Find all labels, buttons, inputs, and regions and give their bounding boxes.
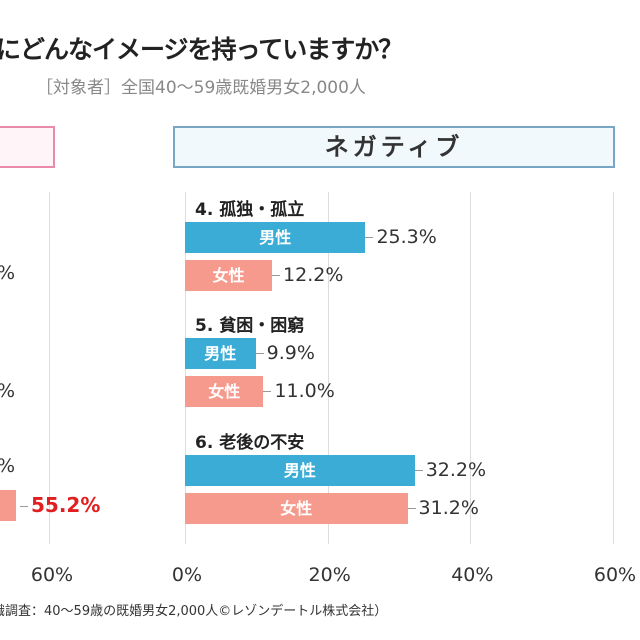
gridline xyxy=(613,192,614,544)
chart-title: にどんなイメージを持っていますか？ xyxy=(0,35,403,64)
x-tick-label: 40% xyxy=(451,564,494,586)
left-female-bar xyxy=(0,490,16,521)
female-bar: 女性 xyxy=(185,376,264,407)
left-value-fragment: % xyxy=(0,455,15,477)
female-bar: 女性 xyxy=(185,260,273,291)
x-tick-label: 20% xyxy=(308,564,351,586)
category-label: 6. 老後の不安 xyxy=(195,433,305,453)
left-value-fragment: % xyxy=(0,262,15,284)
gridline xyxy=(327,192,329,544)
data-label: 32.2% xyxy=(415,455,486,486)
male-bar: 男性 xyxy=(185,338,256,369)
data-label-text: 12.2% xyxy=(283,264,344,286)
positive-header-box xyxy=(0,126,55,168)
left-gridline-60 xyxy=(49,192,50,544)
category-label: 4. 孤独・孤立 xyxy=(195,200,305,220)
left-highlight-value: 55.2% xyxy=(20,490,100,521)
chart-subtitle: ［対象者］全国40〜59歳既婚男女2,000人 xyxy=(36,78,366,98)
male-bar: 男性 xyxy=(185,222,366,253)
gridline xyxy=(470,192,472,544)
data-label-text: 9.9% xyxy=(266,342,315,364)
x-tick-label: 0% xyxy=(171,564,203,586)
female-bar: 女性 xyxy=(185,493,408,524)
data-label-text: 25.3% xyxy=(376,226,437,248)
data-label: 11.0% xyxy=(263,376,334,407)
male-bar: 男性 xyxy=(185,455,415,486)
x-tick-label: 60% xyxy=(593,564,637,586)
data-label: 25.3% xyxy=(365,222,436,253)
left-tick-60: 60% xyxy=(30,564,74,586)
source-footer: 識調査：40〜59歳の既婚男女2,000人©レゾンデートル株式会社） xyxy=(0,604,388,619)
negative-header-box: ネガティブ xyxy=(173,126,615,168)
data-label: 12.2% xyxy=(272,260,343,291)
left-value-fragment: % xyxy=(0,380,15,402)
category-label: 5. 貧困・困窮 xyxy=(195,316,305,336)
data-label: 9.9% xyxy=(256,338,315,369)
data-label-text: 11.0% xyxy=(274,380,335,402)
data-label: 31.2% xyxy=(408,493,479,524)
data-label-text: 32.2% xyxy=(425,459,487,481)
data-label-text: 31.2% xyxy=(418,497,479,519)
